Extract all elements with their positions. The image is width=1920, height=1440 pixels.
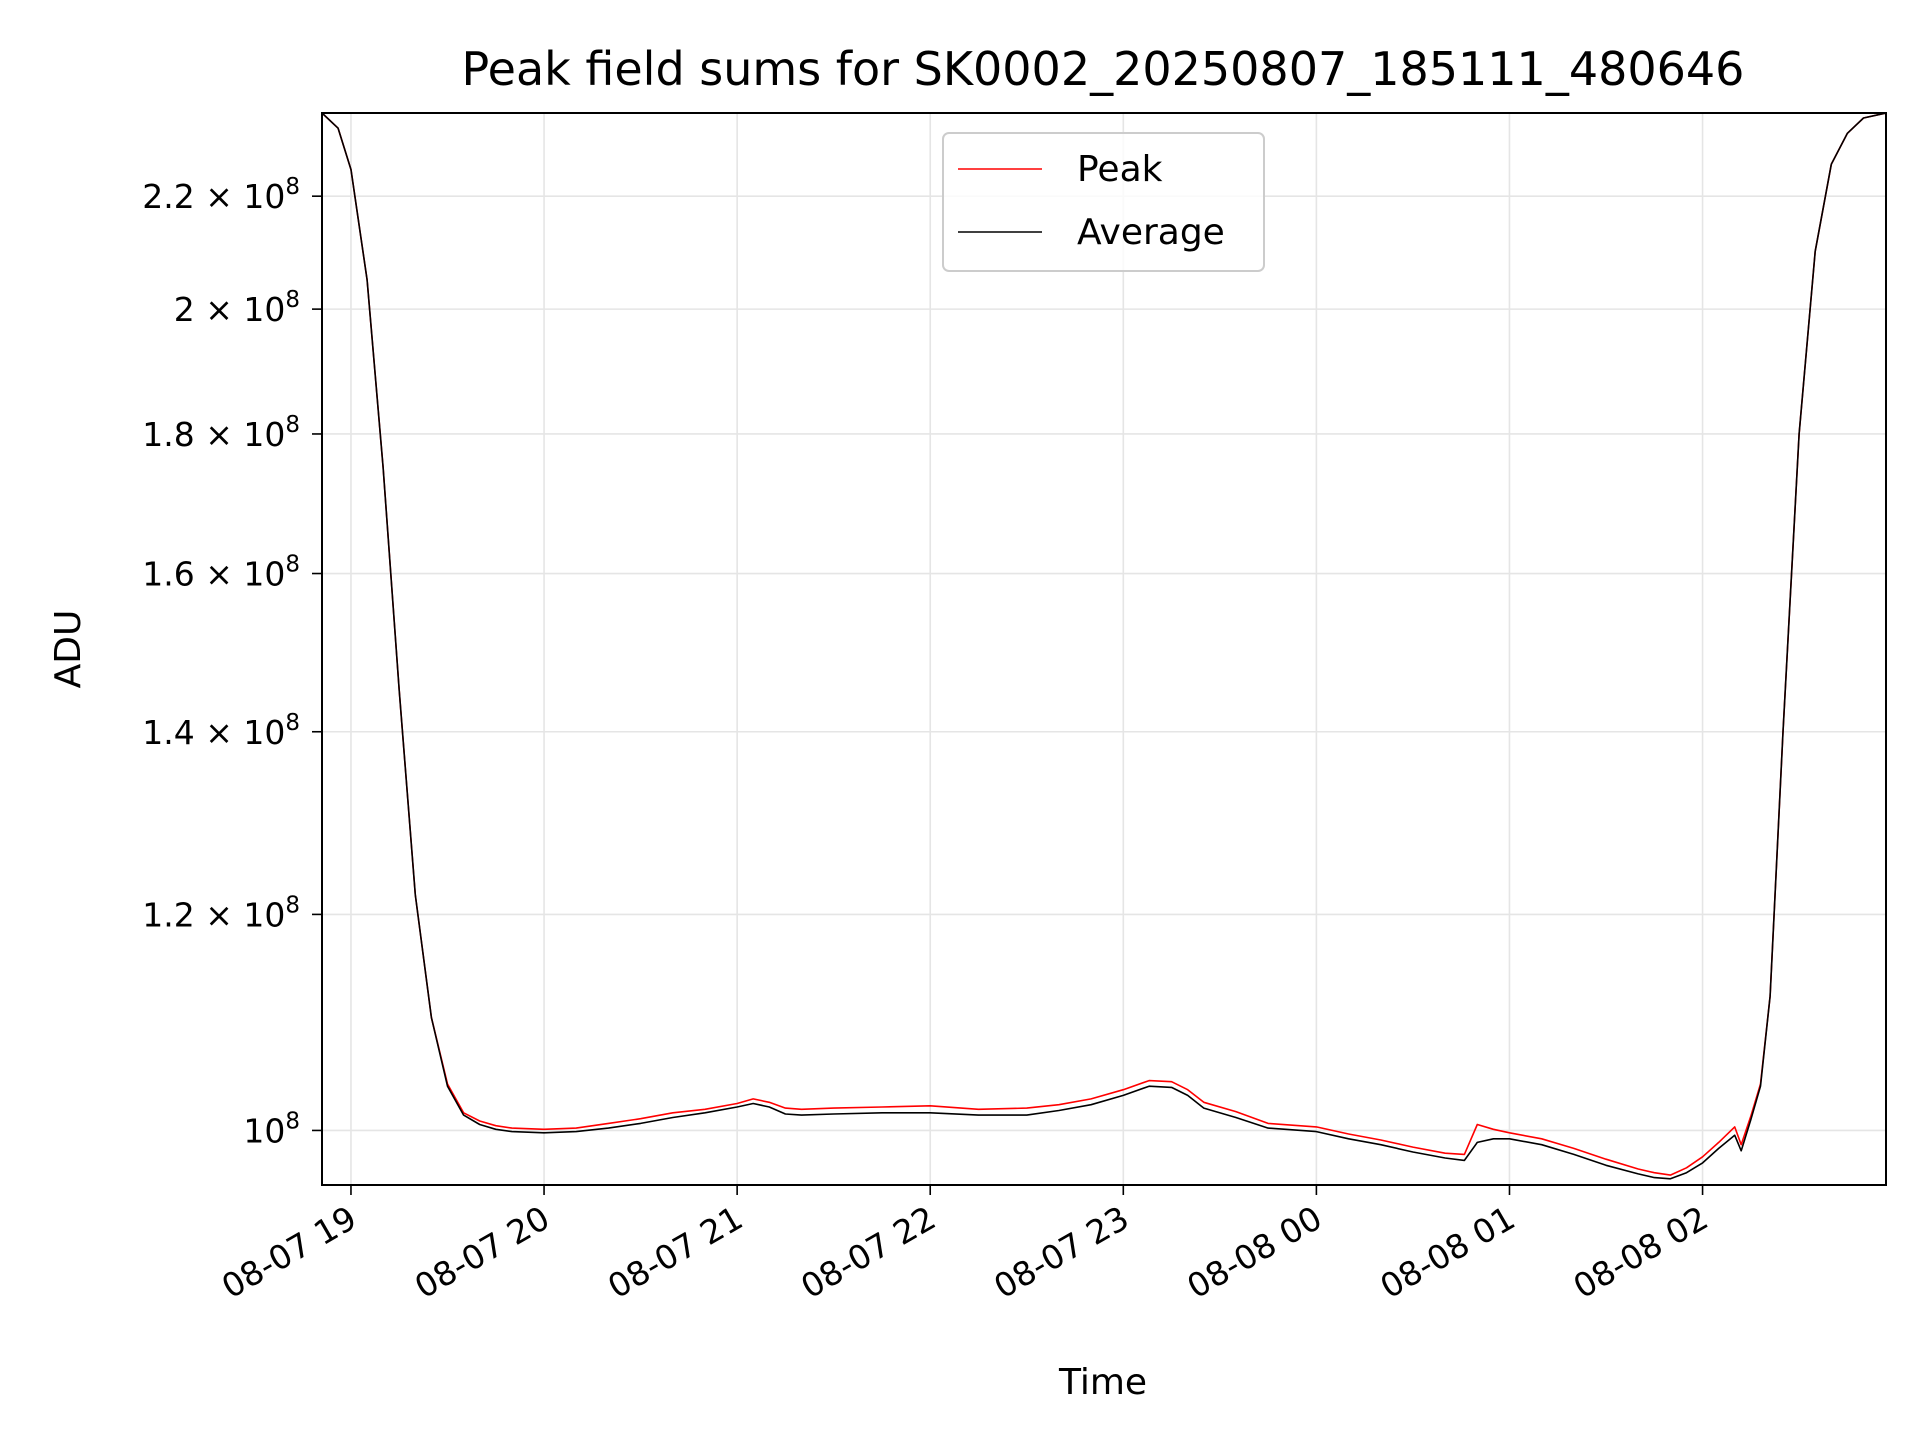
- y-axis-title: ADU: [48, 610, 89, 689]
- y-tick-label: 1.6 × 108: [142, 552, 300, 594]
- legend-label-average: Average: [1077, 212, 1225, 253]
- plot-frame: [321, 112, 1887, 1186]
- legend-label-peak: Peak: [1077, 149, 1163, 190]
- y-tick-label: 1.8 × 108: [142, 412, 300, 454]
- series-line-peak: [322, 113, 1886, 1176]
- series-line-average: [322, 113, 1886, 1180]
- y-tick-label: 1.2 × 108: [142, 892, 300, 934]
- y-tick-label: 108: [243, 1108, 300, 1150]
- legend-box: [942, 132, 1265, 272]
- y-tick-label: 1.4 × 108: [142, 710, 300, 752]
- series-layer: [322, 113, 1886, 1180]
- y-axis: 108 1.2 × 108 1.4 × 108 1.6 × 108 1.8 × 108 2…: [142, 174, 322, 1150]
- y-tick-label: 2.2 × 108: [142, 174, 300, 216]
- x-axis-title: Time: [1058, 1362, 1147, 1403]
- legend: Peak Average: [942, 132, 1265, 272]
- y-tick-label: 2 × 108: [174, 287, 300, 329]
- chart-title: Peak field sums for SK0002_20250807_1851…: [462, 42, 1745, 96]
